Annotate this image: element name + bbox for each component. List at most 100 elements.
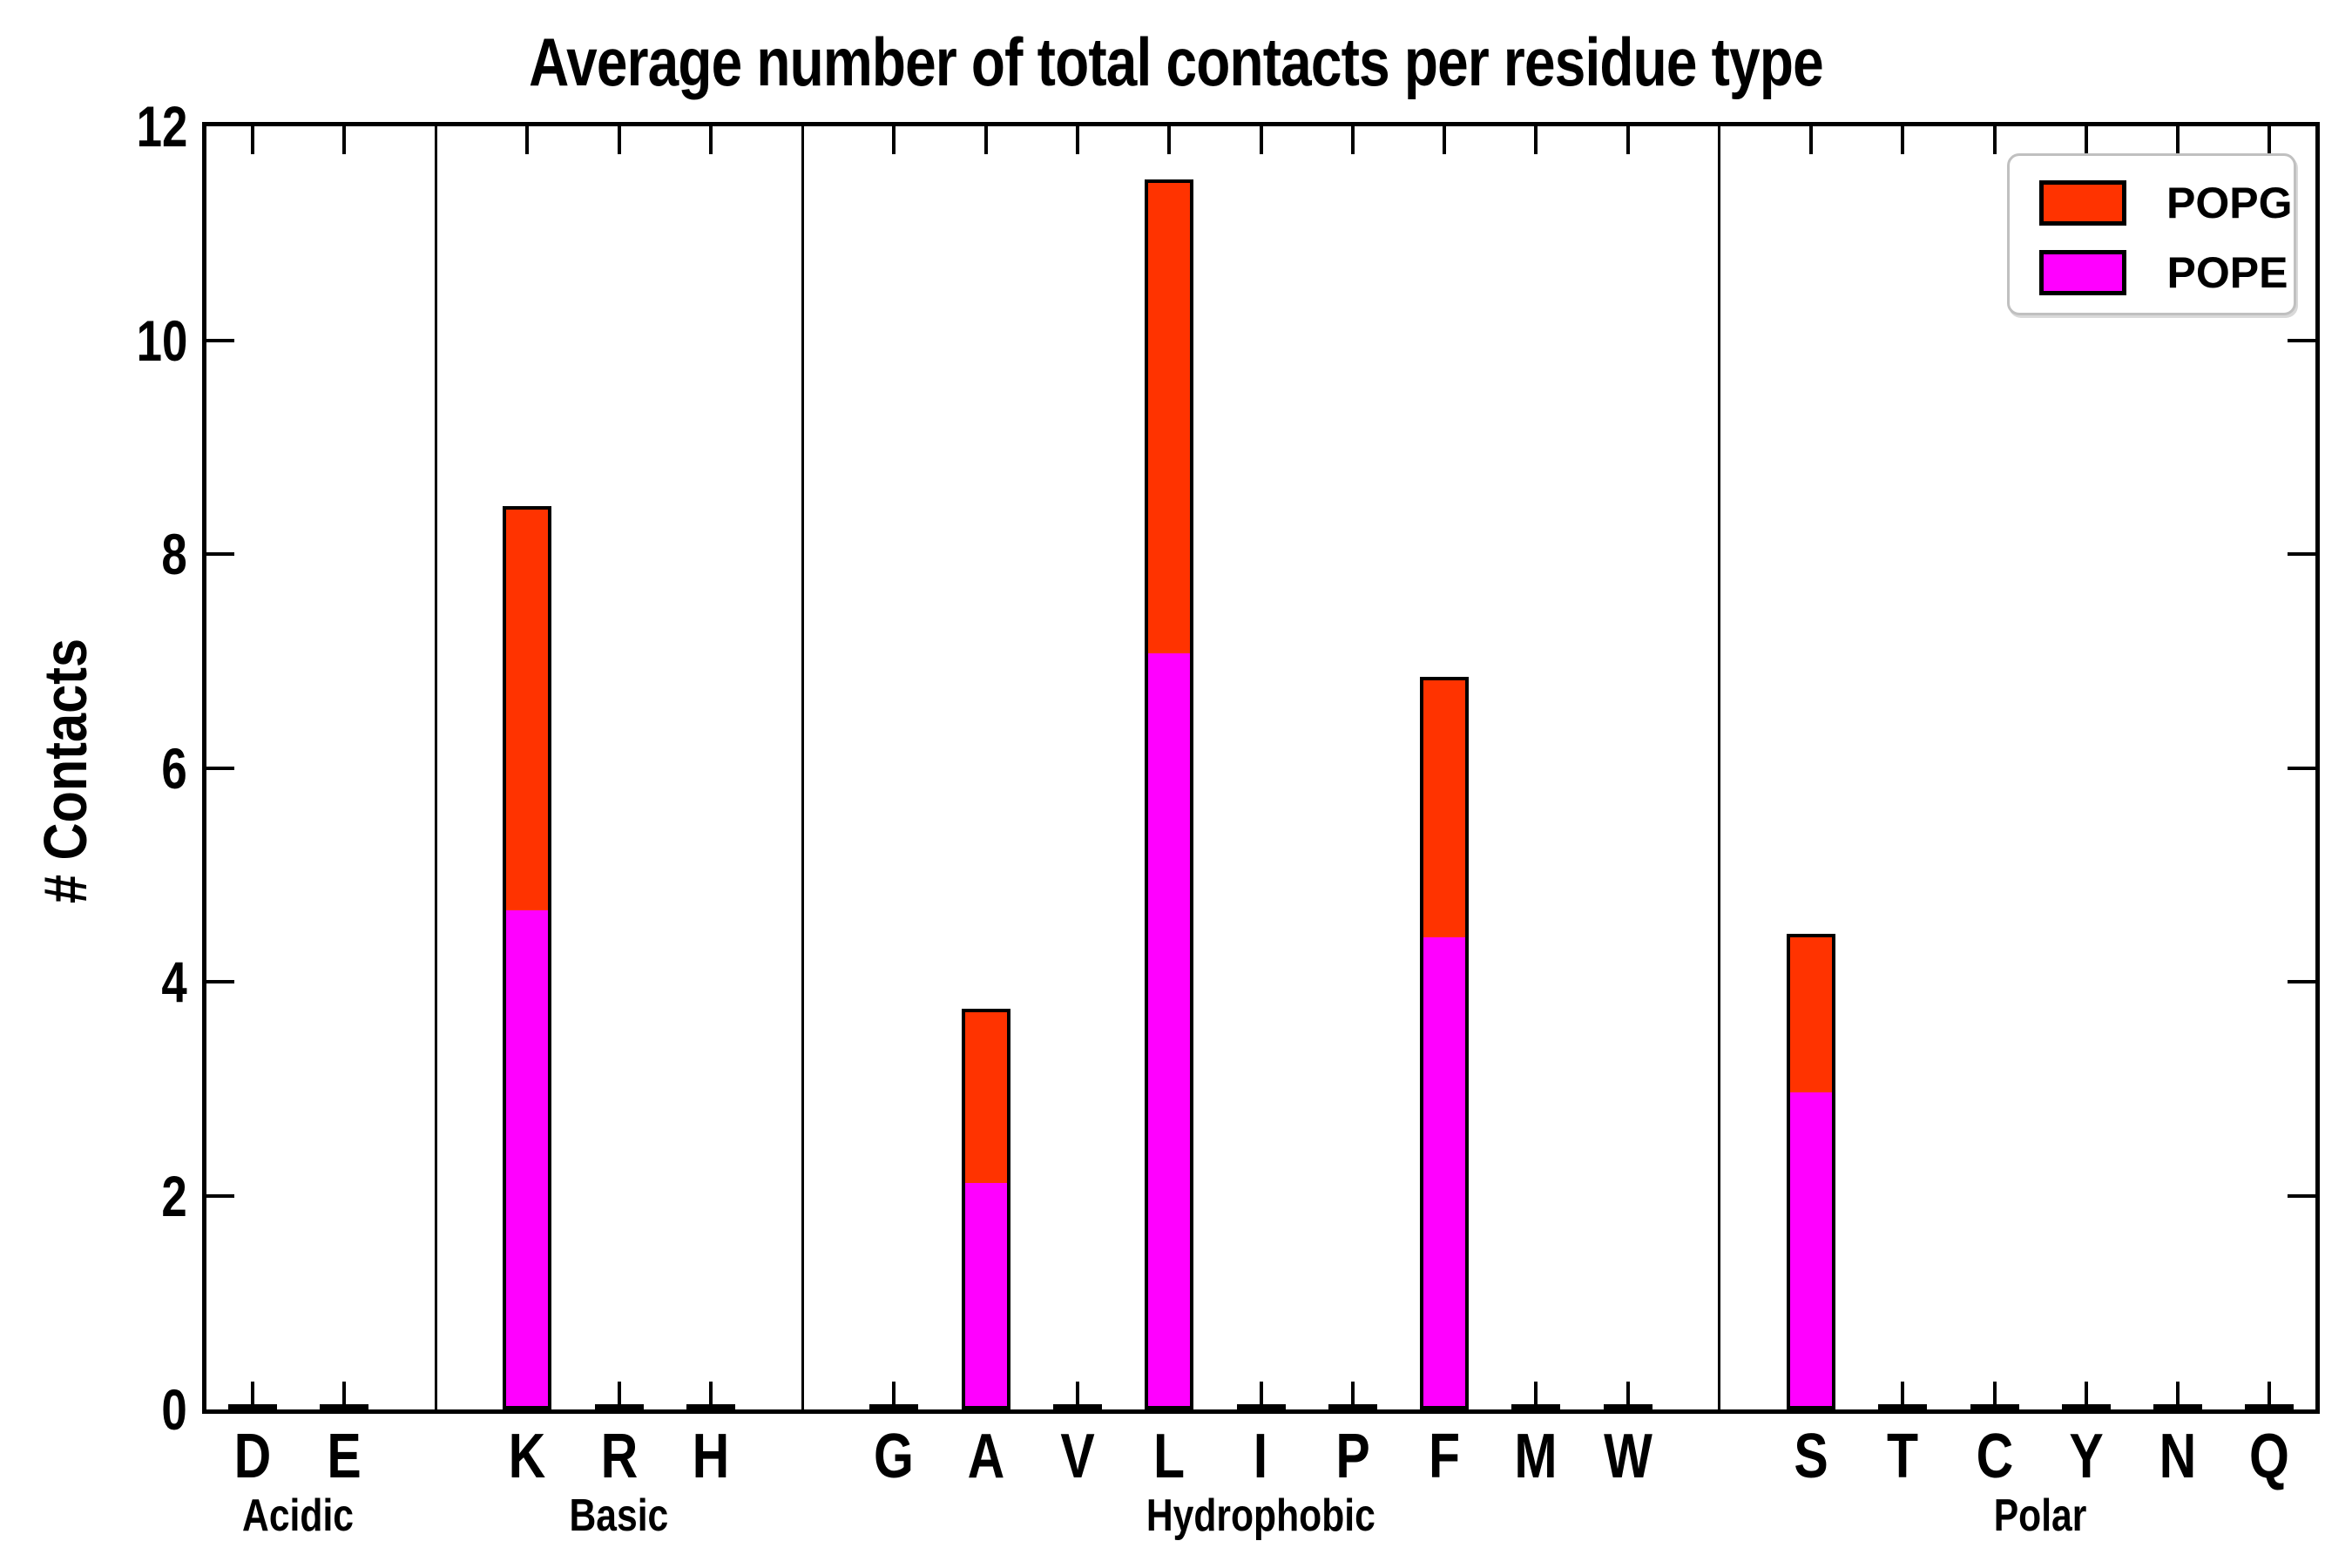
x-tick-label-D: D xyxy=(200,1425,305,1488)
y-tick-label-4: 4 xyxy=(48,953,187,1010)
x-tick-top xyxy=(1443,126,1447,154)
y-tick-label-text: 2 xyxy=(161,1163,187,1228)
x-tick-bottom xyxy=(2176,1382,2180,1409)
x-tick-label-text: P xyxy=(1335,1422,1370,1491)
bar-stub-Y xyxy=(2061,1404,2111,1409)
y-tick-label-text: 12 xyxy=(136,94,187,159)
x-tick-label-text: C xyxy=(1976,1422,2013,1491)
x-tick-label-text: A xyxy=(967,1422,1005,1491)
bar-segment-A-POPE xyxy=(961,1179,1010,1409)
legend: POPG POPE xyxy=(2007,153,2296,315)
x-tick-bottom xyxy=(1259,1382,1263,1409)
x-tick-label-text: K xyxy=(509,1422,546,1491)
x-tick-top xyxy=(2176,126,2180,154)
x-tick-top xyxy=(708,126,713,154)
x-tick-bottom xyxy=(2268,1382,2272,1409)
x-tick-bottom xyxy=(250,1382,254,1409)
legend-row-pope: POPE xyxy=(2010,247,2294,299)
x-tick-label-V: V xyxy=(1025,1425,1130,1488)
bar-segment-A-POPG xyxy=(961,1009,1010,1183)
x-tick-top xyxy=(1167,126,1172,154)
x-tick-top xyxy=(1992,126,1997,154)
x-tick-label-A: A xyxy=(934,1425,1038,1488)
x-tick-label-text: S xyxy=(1794,1422,1828,1491)
x-tick-label-G: G xyxy=(841,1425,946,1488)
x-tick-top xyxy=(1534,126,1538,154)
x-tick-top xyxy=(617,126,621,154)
plot-area xyxy=(202,122,2320,1414)
x-tick-bottom xyxy=(2084,1382,2088,1409)
y-tick-label-2: 2 xyxy=(48,1167,187,1225)
x-tick-label-M: M xyxy=(1484,1425,1588,1488)
x-tick-label-I: I xyxy=(1209,1425,1314,1488)
bar-stub-I xyxy=(1236,1404,1286,1409)
legend-row-popg: POPG xyxy=(2010,177,2294,229)
x-tick-label-text: R xyxy=(600,1422,638,1491)
x-tick-bottom xyxy=(617,1382,621,1409)
x-tick-bottom xyxy=(1350,1382,1355,1409)
group-label-basic: Basic xyxy=(358,1493,881,1538)
x-tick-bottom xyxy=(1901,1382,1905,1409)
x-tick-bottom xyxy=(1625,1382,1630,1409)
x-tick-label-E: E xyxy=(292,1425,396,1488)
x-tick-label-W: W xyxy=(1576,1425,1680,1488)
x-tick-label-text: G xyxy=(874,1422,915,1491)
x-tick-bottom xyxy=(1992,1382,1997,1409)
y-tick-label-10: 10 xyxy=(48,312,187,369)
bar-segment-S-POPE xyxy=(1787,1089,1836,1409)
x-tick-top xyxy=(1901,126,1905,154)
legend-swatch-popg xyxy=(2039,180,2126,226)
x-tick-label-N: N xyxy=(2126,1425,2230,1488)
x-tick-bottom xyxy=(1075,1382,1079,1409)
y-tick-label-text: 6 xyxy=(161,735,187,801)
x-tick-top xyxy=(1259,126,1263,154)
x-tick-top xyxy=(1809,126,1814,154)
x-tick-label-text: N xyxy=(2159,1422,2197,1491)
group-label-polar: Polar xyxy=(1779,1493,2301,1538)
group-label-text: Acidic xyxy=(242,1490,355,1541)
bar-segment-K-POPE xyxy=(503,907,552,1409)
bar-stub-N xyxy=(2153,1404,2203,1409)
x-tick-top xyxy=(525,126,530,154)
x-tick-label-text: M xyxy=(1514,1422,1558,1491)
x-tick-label-K: K xyxy=(475,1425,579,1488)
x-tick-label-L: L xyxy=(1117,1425,1221,1488)
bar-segment-F-POPG xyxy=(1420,677,1470,937)
y-tick-left xyxy=(206,766,234,770)
group-separator xyxy=(434,126,437,1409)
x-tick-label-H: H xyxy=(659,1425,763,1488)
bar-stub-M xyxy=(1511,1404,1561,1409)
x-tick-label-text: H xyxy=(692,1422,730,1491)
bar-stub-C xyxy=(1970,1404,2019,1409)
y-tick-label-text: 0 xyxy=(161,1377,187,1442)
y-tick-right xyxy=(2288,338,2315,342)
x-tick-top xyxy=(341,126,346,154)
x-tick-label-text: L xyxy=(1153,1422,1186,1491)
bar-stub-D xyxy=(227,1404,277,1409)
y-tick-right xyxy=(2288,552,2315,556)
x-tick-label-text: I xyxy=(1254,1422,1268,1491)
bar-stub-V xyxy=(1052,1404,1102,1409)
x-tick-top xyxy=(250,126,254,154)
y-tick-label-8: 8 xyxy=(48,525,187,583)
group-label-text: Basic xyxy=(569,1490,669,1541)
bar-stub-G xyxy=(869,1404,919,1409)
x-tick-top xyxy=(1075,126,1079,154)
bar-segment-K-POPG xyxy=(503,506,552,910)
bar-segment-F-POPE xyxy=(1420,934,1470,1409)
y-tick-left xyxy=(206,1193,234,1198)
y-tick-label-12: 12 xyxy=(48,98,187,155)
x-tick-top xyxy=(1350,126,1355,154)
x-tick-label-T: T xyxy=(1850,1425,1955,1488)
chart-title: Average number of total contacts per res… xyxy=(0,23,2352,102)
x-tick-label-F: F xyxy=(1392,1425,1497,1488)
bar-stub-W xyxy=(1603,1404,1652,1409)
bar-stub-P xyxy=(1328,1404,1377,1409)
bar-segment-L-POPG xyxy=(1145,179,1194,653)
x-tick-label-text: W xyxy=(1603,1422,1652,1491)
group-label-text: Polar xyxy=(1993,1490,2087,1541)
bar-segment-S-POPG xyxy=(1787,934,1836,1092)
bar-stub-T xyxy=(1878,1404,1928,1409)
y-tick-right xyxy=(2288,1193,2315,1198)
x-tick-top xyxy=(983,126,988,154)
